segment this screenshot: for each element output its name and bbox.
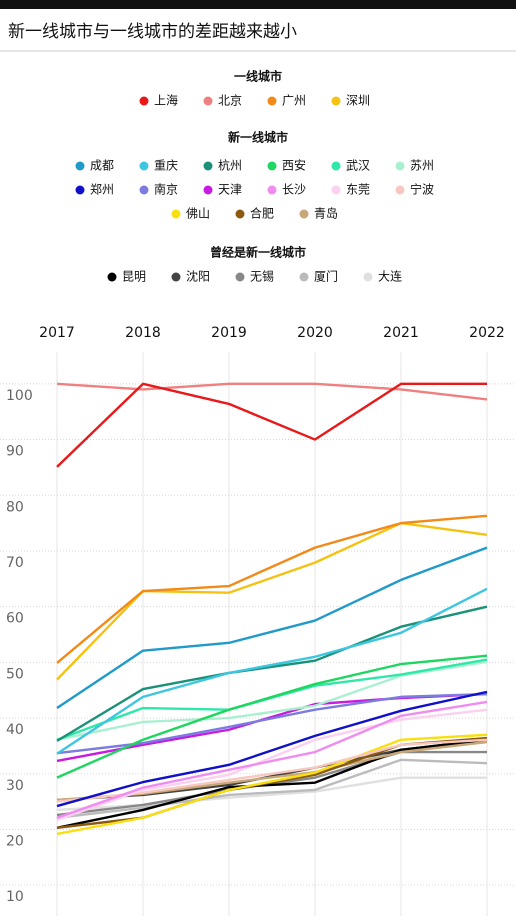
- legend-label: 武汉: [346, 159, 370, 173]
- series-line: [56, 605, 488, 742]
- legend-marker: [203, 185, 213, 195]
- series-line: [56, 758, 488, 819]
- x-tick-label: 2020: [297, 325, 333, 341]
- legend-label: 佛山: [186, 207, 210, 221]
- legend-label: 天津: [218, 183, 242, 197]
- x-tick-label: 2019: [211, 325, 247, 341]
- legend-marker: [395, 185, 405, 195]
- y-tick-label: 100: [6, 388, 33, 404]
- y-tick-label: 80: [6, 499, 24, 515]
- legend-marker: [267, 161, 277, 171]
- x-tick-label: 2018: [125, 325, 161, 341]
- series-line: [56, 658, 488, 741]
- legend-marker: [75, 185, 85, 195]
- legend-label: 深圳: [346, 94, 370, 108]
- legend-marker: [331, 185, 341, 195]
- legend-marker: [107, 272, 117, 282]
- series-line: [56, 382, 488, 401]
- legend-label: 成都: [90, 159, 114, 173]
- series-line: [56, 521, 488, 681]
- series-line: [56, 708, 488, 822]
- y-tick-label: 50: [6, 666, 24, 682]
- legend-marker: [139, 96, 149, 106]
- series-line: [56, 654, 488, 779]
- y-tick-label: 10: [6, 889, 24, 905]
- legend-marker: [267, 96, 277, 106]
- legend-marker: [171, 209, 181, 219]
- legend-label: 苏州: [410, 159, 434, 173]
- legend-marker: [331, 96, 341, 106]
- legend-label: 长沙: [282, 183, 306, 197]
- legend-marker: [171, 272, 181, 282]
- y-tick-label: 90: [6, 444, 24, 460]
- series-line: [56, 514, 488, 664]
- legend-label: 广州: [282, 94, 306, 108]
- legend-label: 无锡: [250, 269, 274, 284]
- legend-label: 昆明: [122, 270, 146, 284]
- legend-label: 重庆: [154, 159, 178, 173]
- legend-marker: [203, 161, 213, 171]
- legend-label: 北京: [218, 94, 242, 108]
- series-line: [56, 700, 488, 819]
- legend-marker: [139, 161, 149, 171]
- legend-marker: [331, 161, 341, 171]
- legend-label: 沈阳: [186, 269, 210, 284]
- legend-marker: [75, 161, 85, 171]
- series-line: [56, 587, 488, 755]
- series-line: [56, 690, 488, 808]
- legend-label: 大连: [378, 269, 402, 284]
- legend-marker: [267, 185, 277, 195]
- legend-marker: [395, 161, 405, 171]
- legend-label: 厦门: [314, 269, 338, 284]
- y-tick-label: 40: [6, 722, 24, 738]
- legend-marker: [363, 272, 373, 282]
- legend-label: 南京: [154, 182, 178, 197]
- legend-marker: [299, 209, 309, 219]
- legend-group-title: 曾经是新一线城市: [210, 245, 306, 260]
- x-tick-label: 2022: [469, 325, 505, 341]
- x-tick-label: 2017: [39, 325, 75, 341]
- legend-marker: [299, 272, 309, 282]
- y-tick-label: 20: [6, 833, 24, 849]
- legend-label: 宁波: [410, 182, 434, 197]
- y-tick-label: 60: [6, 611, 24, 627]
- legend-marker: [235, 209, 245, 219]
- top-bar: [0, 0, 516, 9]
- legend-group-title: 新一线城市: [228, 130, 288, 145]
- legend-marker: [203, 96, 213, 106]
- legend-marker: [235, 272, 245, 282]
- series-line: [56, 738, 488, 829]
- legend-label: 合肥: [250, 206, 274, 221]
- y-tick-label: 70: [6, 555, 24, 571]
- legend-label: 杭州: [218, 158, 242, 173]
- legend-group-title: 一线城市: [234, 69, 282, 84]
- legend-label: 东莞: [346, 183, 370, 197]
- legend-label: 上海: [154, 93, 178, 108]
- series-line: [56, 660, 488, 741]
- series-line: [56, 733, 488, 836]
- legend-marker: [139, 185, 149, 195]
- legend-label: 西安: [282, 158, 306, 173]
- series-line: [56, 546, 488, 710]
- chart-title: 新一线城市与一线城市的差距越来越小: [8, 22, 297, 42]
- legend-label: 青岛: [314, 206, 338, 221]
- y-tick-label: 30: [6, 778, 24, 794]
- series-line: [56, 382, 487, 468]
- x-tick-label: 2021: [383, 325, 419, 341]
- legend-label: 郑州: [90, 182, 114, 197]
